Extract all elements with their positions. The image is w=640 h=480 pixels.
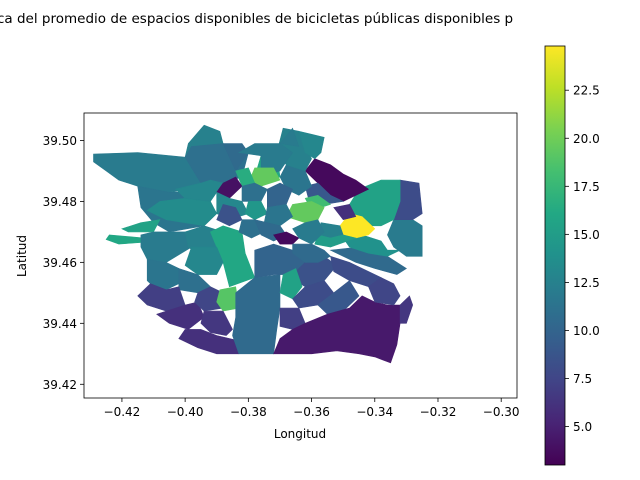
region-22	[232, 274, 281, 355]
region-65	[292, 243, 332, 263]
colorbar-tick-label: 20.0	[573, 132, 600, 146]
map-regions	[93, 124, 423, 364]
y-tick-label: 39.50	[43, 134, 77, 148]
region-52	[216, 176, 243, 199]
region-56	[216, 204, 243, 227]
x-tick-label: −0.32	[420, 405, 457, 419]
colorbar-gradient	[544, 45, 566, 466]
region-25	[279, 268, 303, 300]
region-47	[279, 127, 300, 147]
region-49	[237, 143, 294, 178]
region-14	[184, 246, 224, 275]
colorbar-tick-label: 10.0	[573, 324, 600, 338]
region-9	[105, 234, 145, 245]
region-10	[140, 231, 192, 263]
chart-title: ca del promedio de espacios disponibles …	[0, 11, 513, 27]
y-axis-label: Latitud	[15, 235, 29, 277]
colorbar-tick-label: 5.0	[573, 420, 592, 434]
axes-border	[83, 112, 518, 399]
region-57	[244, 201, 268, 221]
region-42	[304, 158, 370, 202]
region-19	[216, 286, 240, 312]
x-tick-label: −0.38	[230, 405, 267, 419]
axes-frame	[83, 112, 518, 399]
y-tick-label: 39.44	[43, 317, 77, 331]
colorbar: 5.0 7.5 10.0 12.5 15.0 17.5 20.0 22.5	[544, 45, 600, 466]
region-53	[241, 182, 268, 202]
region-7	[175, 179, 224, 202]
y-tick-label: 39.42	[43, 378, 77, 392]
region-29	[273, 295, 401, 364]
region-8	[121, 219, 161, 233]
region-41	[314, 234, 357, 248]
colorbar-tick-label: 15.0	[573, 228, 600, 242]
x-tick-label: −0.36	[293, 405, 330, 419]
x-tick-label: −0.40	[167, 405, 204, 419]
x-axis-ticks: −0.42 −0.40 −0.38 −0.36 −0.34 −0.32 −0.30	[104, 398, 520, 419]
colorbar-tick-label: 22.5	[573, 84, 600, 98]
region-46	[298, 130, 325, 160]
y-tick-label: 39.48	[43, 195, 77, 209]
y-axis-ticks: 39.42 39.44 39.46 39.48 39.50	[43, 134, 84, 392]
region-31	[368, 277, 401, 306]
region-54	[266, 182, 293, 208]
x-tick-label: −0.34	[356, 405, 393, 419]
region-17	[156, 301, 205, 330]
region-35	[387, 219, 423, 257]
colorbar-tick-label: 7.5	[573, 372, 592, 386]
region-63	[273, 231, 300, 245]
region-20	[200, 310, 233, 336]
x-tick-label: −0.42	[104, 405, 141, 419]
region-39	[333, 204, 357, 221]
colorbar-tick-label: 12.5	[573, 276, 600, 290]
y-tick-label: 39.46	[43, 256, 77, 270]
colorbar-tick-label: 17.5	[573, 180, 600, 194]
x-tick-label: −0.30	[483, 405, 520, 419]
region-32	[399, 295, 414, 324]
x-axis-label: Longitud	[274, 427, 326, 441]
region-61	[263, 204, 293, 227]
